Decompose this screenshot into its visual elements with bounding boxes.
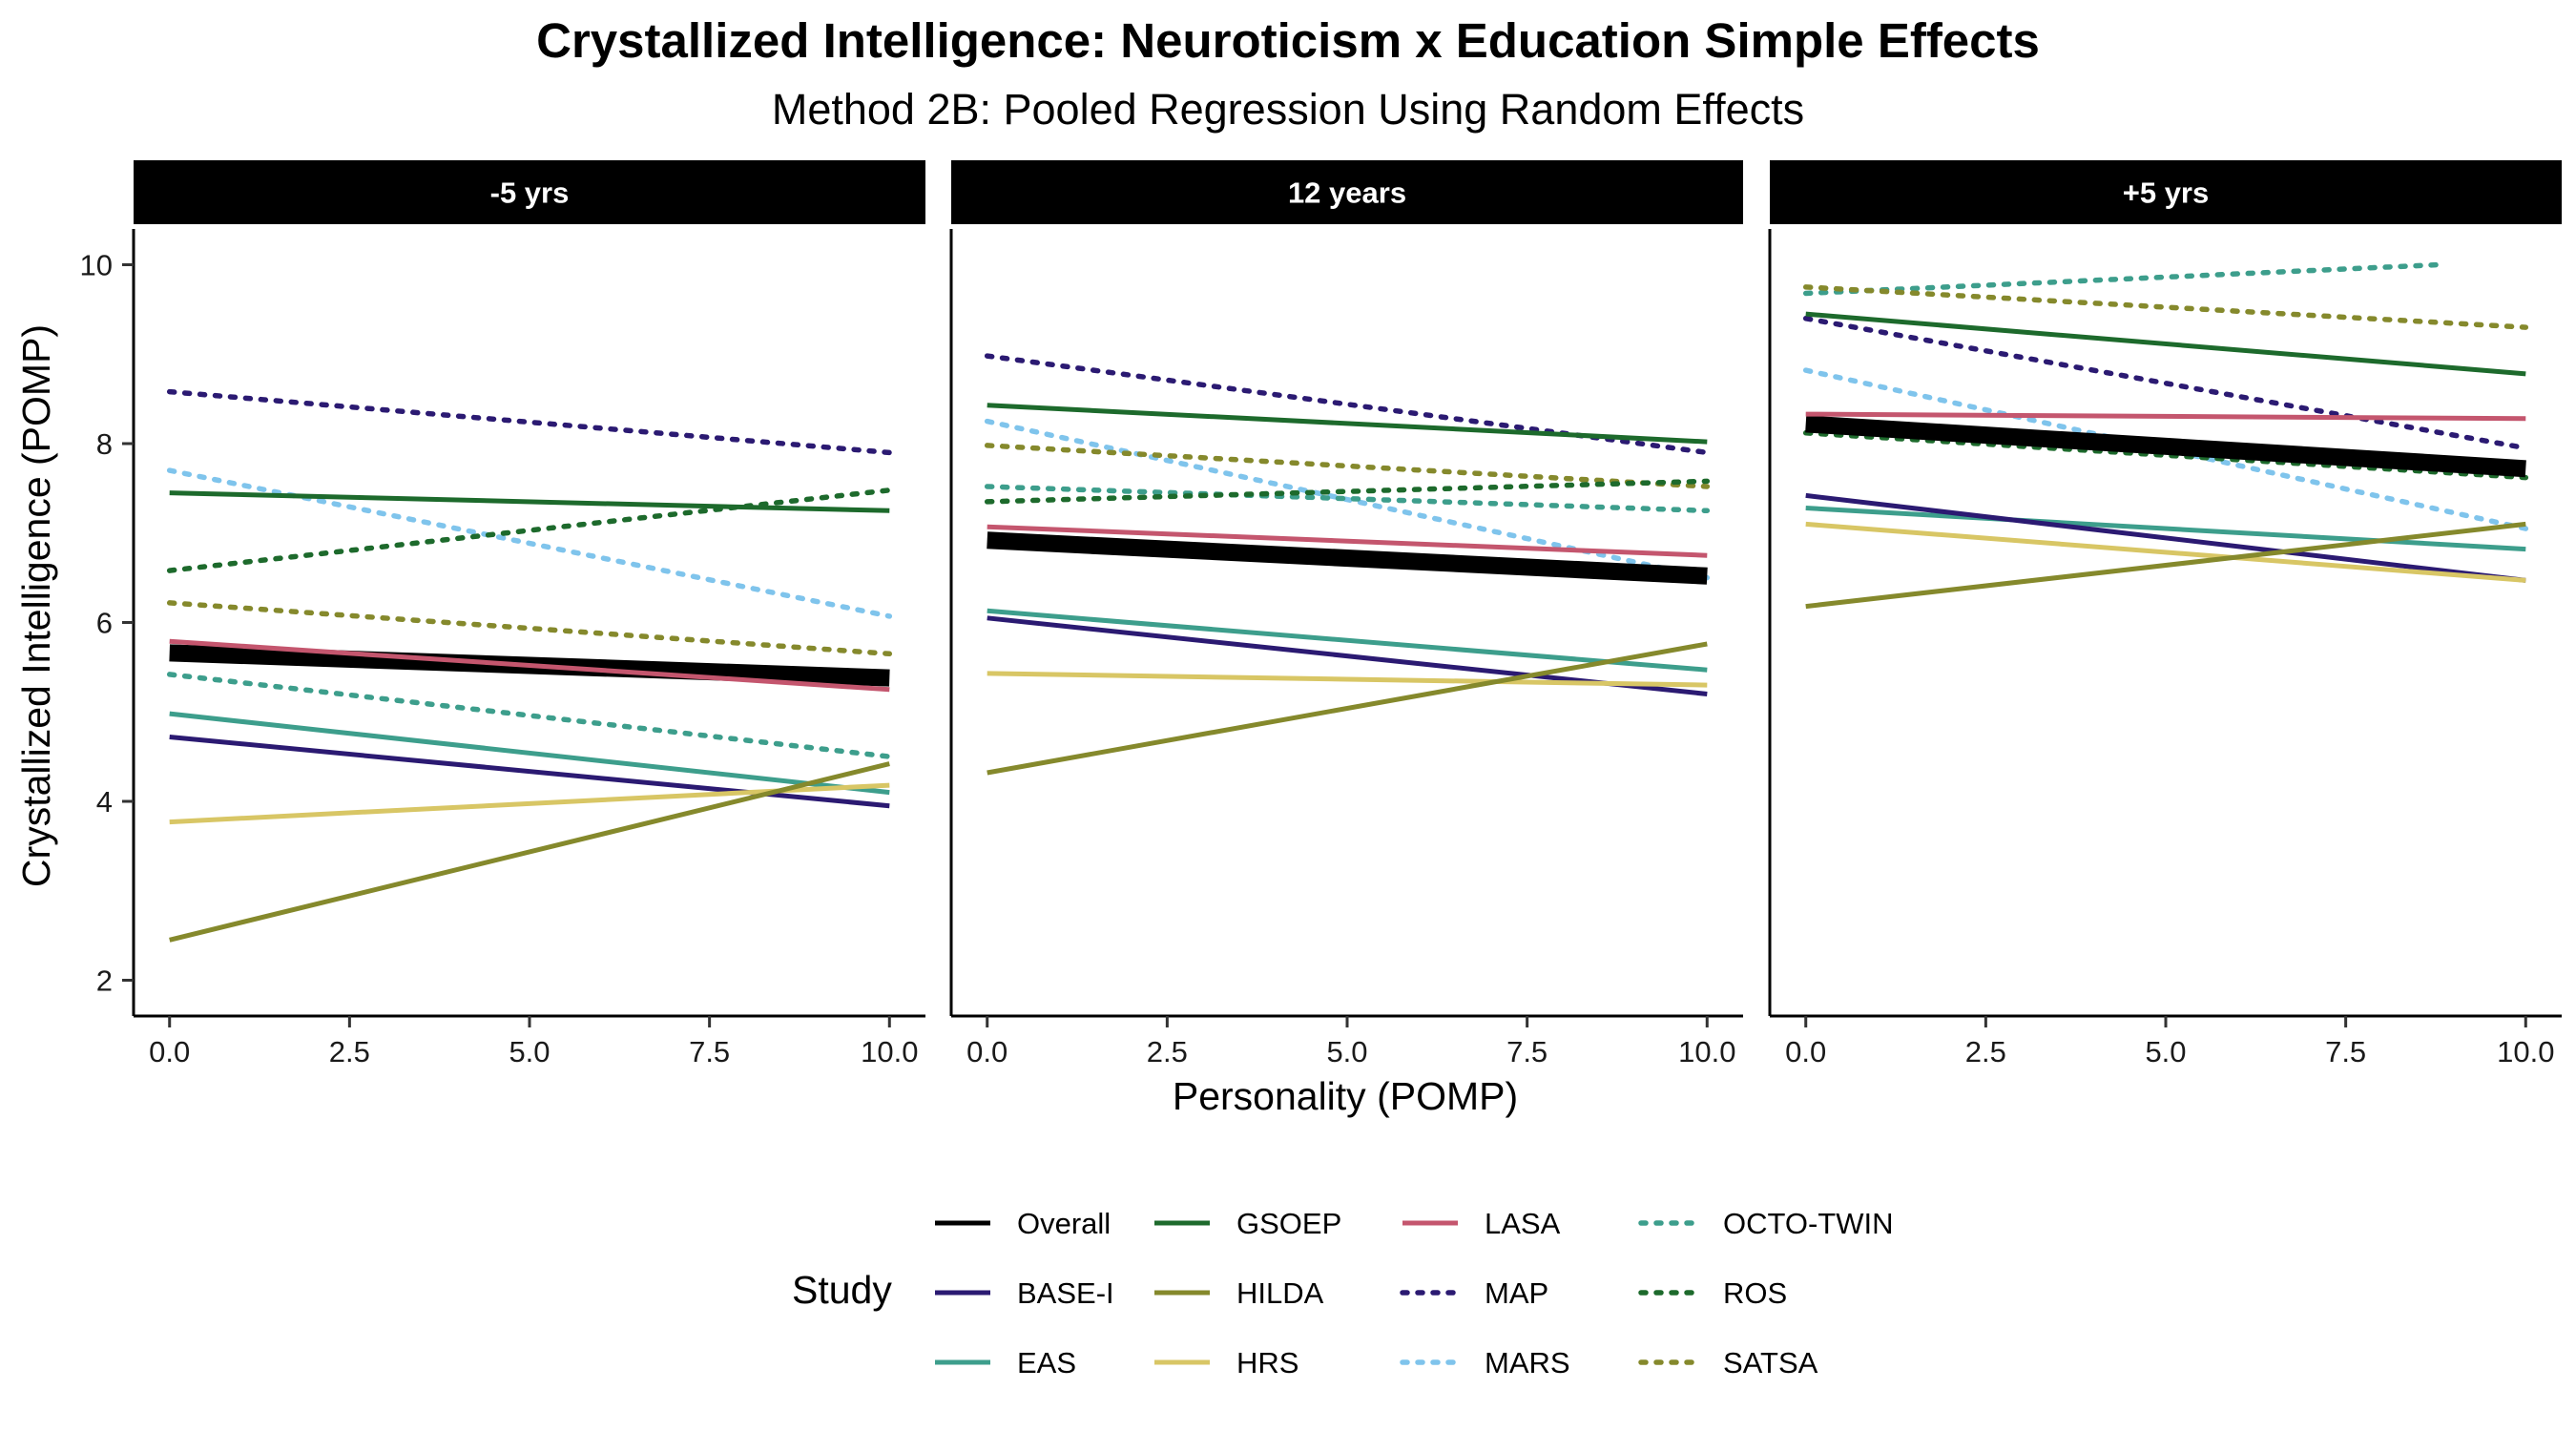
facet-panels: -5 yrs 0.0 2.5 5.0 7.5 10.0 2 4 6 8 10 12 years 0.0 2… <box>80 160 2562 1068</box>
panel-5-yrs-x-tick-label: 10.0 <box>861 1035 918 1068</box>
panel-12-years-strip-label: 12 years <box>1288 176 1406 210</box>
panel-5-yrs-line-octo-twin <box>166 672 893 759</box>
panel-5-yrs-line-map <box>166 388 893 456</box>
panel-5-yrs-line-eas <box>169 711 890 796</box>
panel-5-yrs-x-tick-label: 2.5 <box>1965 1035 2006 1068</box>
panel-12-years-line-hilda <box>987 641 1708 776</box>
panel-12-years-x-tick-label: 2.5 <box>1147 1035 1188 1068</box>
panel-5-yrs-line-ros <box>1802 430 2529 481</box>
legend-item-hrs: HRS <box>1154 1346 1298 1379</box>
y-tick-label: 6 <box>96 607 113 640</box>
legend-item-hilda: HILDA <box>1154 1276 1324 1310</box>
panel-5-yrs-line-lasa <box>169 638 890 693</box>
panel-5-yrs-x-tick-label: 0.0 <box>1785 1035 1826 1068</box>
panel-5-yrs-line-octo-twin <box>1802 261 2442 297</box>
panel-5-yrs-line-hilda <box>1805 521 2526 610</box>
panel-5-yrs-line-mars <box>166 467 893 619</box>
legend-label-overall: Overall <box>1017 1207 1111 1240</box>
legend-item-overall: Overall <box>935 1207 1111 1240</box>
y-axis-title: Crystallized Intelligence (POMP) <box>14 324 58 887</box>
panel-5-yrs-x-tick-label: 7.5 <box>689 1035 730 1068</box>
panel-5-yrs-line-lasa <box>1805 411 2526 422</box>
panel-5-yrs: +5 yrs 0.0 2.5 5.0 7.5 10.0 <box>1768 160 2562 1068</box>
chart-subtitle: Method 2B: Pooled Regression Using Rando… <box>772 85 1804 134</box>
legend-label-satsa: SATSA <box>1723 1346 1818 1379</box>
panel-12-years-line-satsa <box>984 443 1711 489</box>
legend-label-octo-twin: OCTO-TWIN <box>1723 1207 1894 1240</box>
panel-5-yrs-line-satsa <box>166 600 893 657</box>
panel-5-yrs-line-map <box>1802 316 2529 451</box>
legend-label-hrs: HRS <box>1236 1346 1298 1379</box>
panel-5-yrs-x-tick-label: 5.0 <box>509 1035 550 1068</box>
panel-12-years-line-hrs <box>987 671 1708 688</box>
panel-5-yrs-line-hilda <box>169 761 890 943</box>
panel-12-years-x-tick-label: 7.5 <box>1506 1035 1548 1068</box>
legend-label-map: MAP <box>1485 1276 1548 1310</box>
legend-item-ros: ROS <box>1638 1276 1787 1310</box>
panel-12-years-strip <box>951 160 1743 224</box>
legend-label-hilda: HILDA <box>1236 1276 1324 1310</box>
panel-12-years-x-tick-label: 5.0 <box>1326 1035 1367 1068</box>
legend-item-gsoep: GSOEP <box>1154 1207 1341 1240</box>
panel-5-yrs-line-ros <box>166 487 893 573</box>
panel-5-yrs-strip-label: -5 yrs <box>490 176 570 210</box>
legend-item-map: MAP <box>1400 1276 1548 1310</box>
legend-label-ros: ROS <box>1723 1276 1787 1310</box>
panel-5-yrs-line-satsa <box>1802 284 2529 330</box>
panel-12-years-line-eas <box>987 608 1708 673</box>
chart-title: Crystallized Intelligence: Neuroticism x… <box>536 13 2040 68</box>
panel-5-yrs-strip <box>1770 160 2562 224</box>
panel-12-years-line-lasa <box>987 524 1708 558</box>
legend-item-mars: MARS <box>1400 1346 1570 1379</box>
panel-5-yrs-line-hrs <box>1805 521 2526 583</box>
panel-12-years-line-map <box>984 353 1711 456</box>
panel-12-years-x-tick-label: 0.0 <box>966 1035 1008 1068</box>
legend-label-base-i: BASE-I <box>1017 1276 1114 1310</box>
panel-12-years: 12 years 0.0 2.5 5.0 7.5 10.0 <box>949 160 1743 1068</box>
y-tick-label: 2 <box>96 964 113 998</box>
y-tick-label: 10 <box>80 249 113 282</box>
legend-label-gsoep: GSOEP <box>1236 1207 1341 1240</box>
panel-5-yrs-x-tick-label: 0.0 <box>149 1035 190 1068</box>
panel-12-years-line-gsoep <box>987 403 1708 445</box>
panel-12-years-line-octo-twin <box>984 484 1711 514</box>
panel-5-yrs-line-gsoep <box>169 490 890 513</box>
legend-title: Study <box>792 1268 892 1312</box>
legend-label-eas: EAS <box>1017 1346 1076 1379</box>
legend-label-lasa: LASA <box>1485 1207 1561 1240</box>
panel-5-yrs-line-overall <box>1805 415 2526 478</box>
panel-12-years-line-ros <box>984 478 1711 505</box>
x-axis-title: Personality (POMP) <box>1173 1074 1518 1118</box>
panel-5-yrs-x-tick-label: 7.5 <box>2325 1035 2366 1068</box>
legend-item-lasa: LASA <box>1402 1207 1561 1240</box>
legend-item-satsa: SATSA <box>1638 1346 1818 1379</box>
y-tick-label: 4 <box>96 785 113 819</box>
panel-5-yrs-x-tick-label: 5.0 <box>2145 1035 2186 1068</box>
legend-item-eas: EAS <box>935 1346 1076 1379</box>
panel-5-yrs-line-base-i <box>1805 492 2526 583</box>
panel-5-yrs-strip-label: +5 yrs <box>2123 176 2210 210</box>
panel-5-yrs-x-tick-label: 2.5 <box>329 1035 370 1068</box>
legend-item-base-i: BASE-I <box>935 1276 1114 1310</box>
legend-label-mars: MARS <box>1485 1346 1570 1379</box>
panel-5-yrs-strip <box>134 160 925 224</box>
panel-5-yrs-line-eas <box>1805 506 2526 552</box>
panel-5-yrs: -5 yrs 0.0 2.5 5.0 7.5 10.0 2 4 6 8 10 <box>80 160 925 1068</box>
panel-12-years-x-tick-label: 10.0 <box>1678 1035 1735 1068</box>
panel-12-years-line-overall <box>987 531 1708 585</box>
legend-item-octo-twin: OCTO-TWIN <box>1638 1207 1894 1240</box>
panel-5-yrs-line-gsoep <box>1805 311 2526 377</box>
y-tick-label: 8 <box>96 427 113 461</box>
panel-5-yrs-line-base-i <box>169 735 890 809</box>
legend: Overall BASE-I EAS GSOEP HILDA HRS LASA MAP MARS… <box>935 1207 1894 1379</box>
panel-5-yrs-x-tick-label: 10.0 <box>2497 1035 2554 1068</box>
